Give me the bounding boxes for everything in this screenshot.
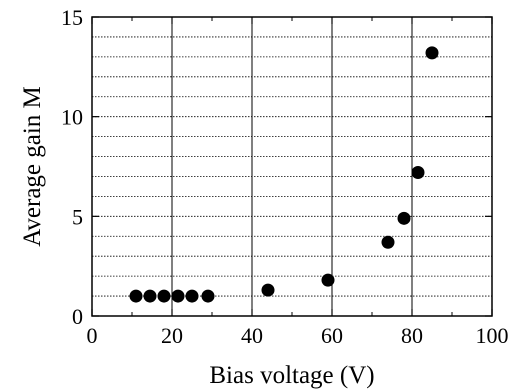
ticks-layer: 0 20 40 60 80 100 0 5 10 15 (61, 5, 509, 348)
x-axis-label: Bias voltage (V) (209, 362, 374, 389)
data-point (261, 283, 275, 297)
x-tick-label: 100 (476, 323, 509, 348)
x-tick-label: 40 (241, 323, 263, 348)
plot-frame (91, 16, 493, 317)
y-tick-label: 0 (72, 304, 83, 329)
data-point (185, 289, 199, 303)
data-points (129, 46, 439, 303)
x-tick-label: 0 (87, 323, 98, 348)
data-point (201, 289, 215, 303)
y-tick-label: 5 (72, 204, 83, 229)
data-point (171, 289, 185, 303)
x-tick-label: 60 (321, 323, 343, 348)
data-point (425, 46, 439, 60)
data-point (157, 289, 171, 303)
data-point (381, 235, 395, 249)
data-point (143, 289, 157, 303)
x-tick-label: 80 (401, 323, 423, 348)
data-point (397, 211, 411, 225)
data-point (411, 165, 425, 179)
y-tick-label: 15 (61, 5, 83, 30)
x-tick-label: 20 (161, 323, 183, 348)
y-axis-label: Average gain M (19, 86, 46, 247)
y-tick-label: 10 (61, 105, 83, 130)
grid-layer (92, 17, 492, 316)
data-point (321, 273, 335, 287)
data-point (129, 289, 143, 303)
